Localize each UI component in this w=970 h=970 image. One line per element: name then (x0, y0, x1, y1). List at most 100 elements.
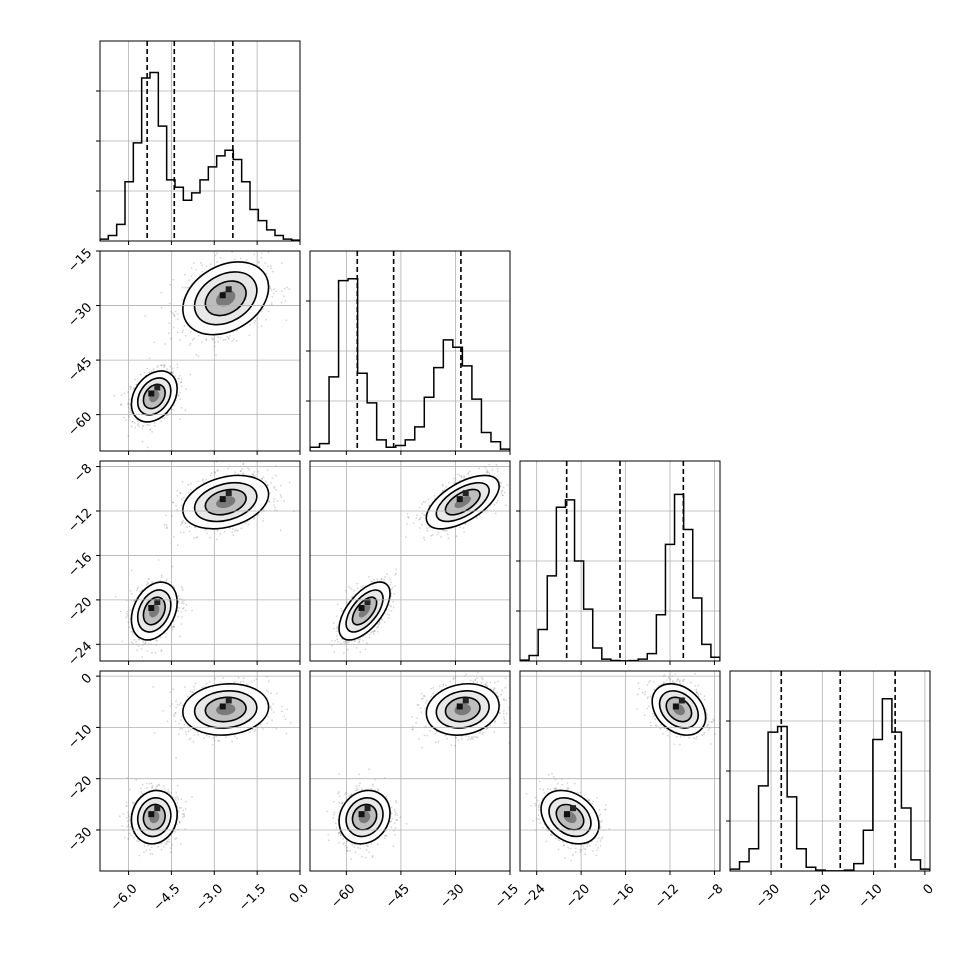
sample-point (335, 635, 338, 637)
sample-point (171, 370, 174, 373)
sample-point (331, 644, 333, 647)
sample-point (181, 616, 183, 618)
sample-point (180, 406, 183, 409)
sample-point (137, 586, 140, 588)
sample-point (362, 584, 365, 587)
sample-point (388, 614, 391, 616)
sample-point (190, 489, 192, 491)
sample-point (343, 652, 345, 654)
sample-point (182, 496, 185, 499)
sample-point (165, 636, 167, 638)
sample-point (265, 318, 267, 321)
panel-frame (309, 250, 511, 452)
sample-point (353, 590, 355, 592)
sample-point (195, 268, 198, 271)
sample-point (160, 420, 163, 423)
sample-point (182, 329, 184, 332)
sample-point (375, 626, 378, 629)
sample-point (130, 592, 133, 595)
sample-point (214, 254, 217, 257)
sample-point (346, 641, 349, 644)
sample-point (146, 650, 149, 652)
sample-point (485, 468, 488, 471)
sample-point (459, 526, 462, 529)
sample-point (188, 344, 191, 347)
sample-point (390, 588, 393, 591)
sample-point (227, 467, 229, 470)
sample-point (197, 355, 200, 357)
sample-point (186, 526, 189, 529)
sample-point (491, 469, 494, 471)
sample-point (212, 339, 214, 341)
sample-point (390, 593, 393, 596)
sample-point (127, 416, 130, 418)
sample-point (254, 319, 257, 322)
sample-point (187, 483, 190, 486)
sample-point (182, 602, 185, 605)
sample-point (257, 470, 260, 473)
sample-point (163, 417, 166, 420)
sample-point (209, 263, 212, 265)
sample-point (262, 308, 264, 310)
sample-point (372, 578, 375, 581)
sample-point (173, 314, 176, 317)
sample-point (456, 473, 459, 476)
sample-point (261, 478, 264, 480)
density-peak (225, 490, 232, 497)
sample-point (213, 341, 216, 344)
sample-point (256, 317, 258, 320)
density-peak (154, 384, 161, 391)
sample-point (121, 640, 124, 643)
sample-point (258, 261, 261, 264)
sample-point (172, 278, 175, 281)
sample-point (288, 288, 291, 290)
sample-point (281, 290, 283, 293)
sample-point (146, 446, 149, 449)
sample-point (172, 326, 175, 329)
sample-point (240, 470, 242, 472)
histogram-panel-0 (96, 40, 301, 245)
sample-point (184, 409, 187, 412)
sample-point (119, 610, 122, 613)
sample-point (503, 491, 506, 494)
sample-point (130, 425, 133, 428)
sample-point (222, 339, 225, 341)
sample-point (128, 411, 131, 413)
sample-point (336, 603, 339, 606)
sample-point (280, 496, 283, 498)
sample-point (422, 500, 425, 503)
sample-point (232, 338, 235, 340)
sample-point (433, 495, 436, 497)
sample-point (130, 641, 133, 644)
sample-point (182, 607, 185, 609)
sample-point (387, 617, 390, 619)
sample-point (176, 508, 179, 511)
sample-point (171, 367, 174, 370)
sample-point (168, 302, 171, 305)
sample-point (272, 292, 275, 295)
sample-point (415, 517, 418, 519)
sample-point (176, 495, 179, 497)
sample-point (180, 385, 183, 388)
sample-point (390, 605, 393, 608)
sample-point (377, 630, 379, 633)
sample-point (359, 651, 362, 654)
sample-point (180, 585, 183, 588)
sample-point (386, 613, 389, 616)
sample-point (270, 267, 272, 270)
sample-point (253, 322, 256, 325)
sample-point (421, 512, 424, 515)
sample-point (376, 578, 379, 581)
sample-point (273, 500, 275, 503)
sample-point (123, 392, 126, 395)
sample-point (390, 610, 393, 612)
scatter-panel-2-0: −24−20−16−12−8 (65, 460, 301, 669)
sample-point (154, 652, 157, 654)
sample-point (163, 366, 165, 369)
sample-point (201, 270, 204, 273)
sample-point (499, 481, 501, 483)
sample-point (172, 585, 175, 587)
sample-point (462, 527, 465, 529)
sample-point (247, 523, 250, 526)
sample-point (130, 412, 132, 414)
